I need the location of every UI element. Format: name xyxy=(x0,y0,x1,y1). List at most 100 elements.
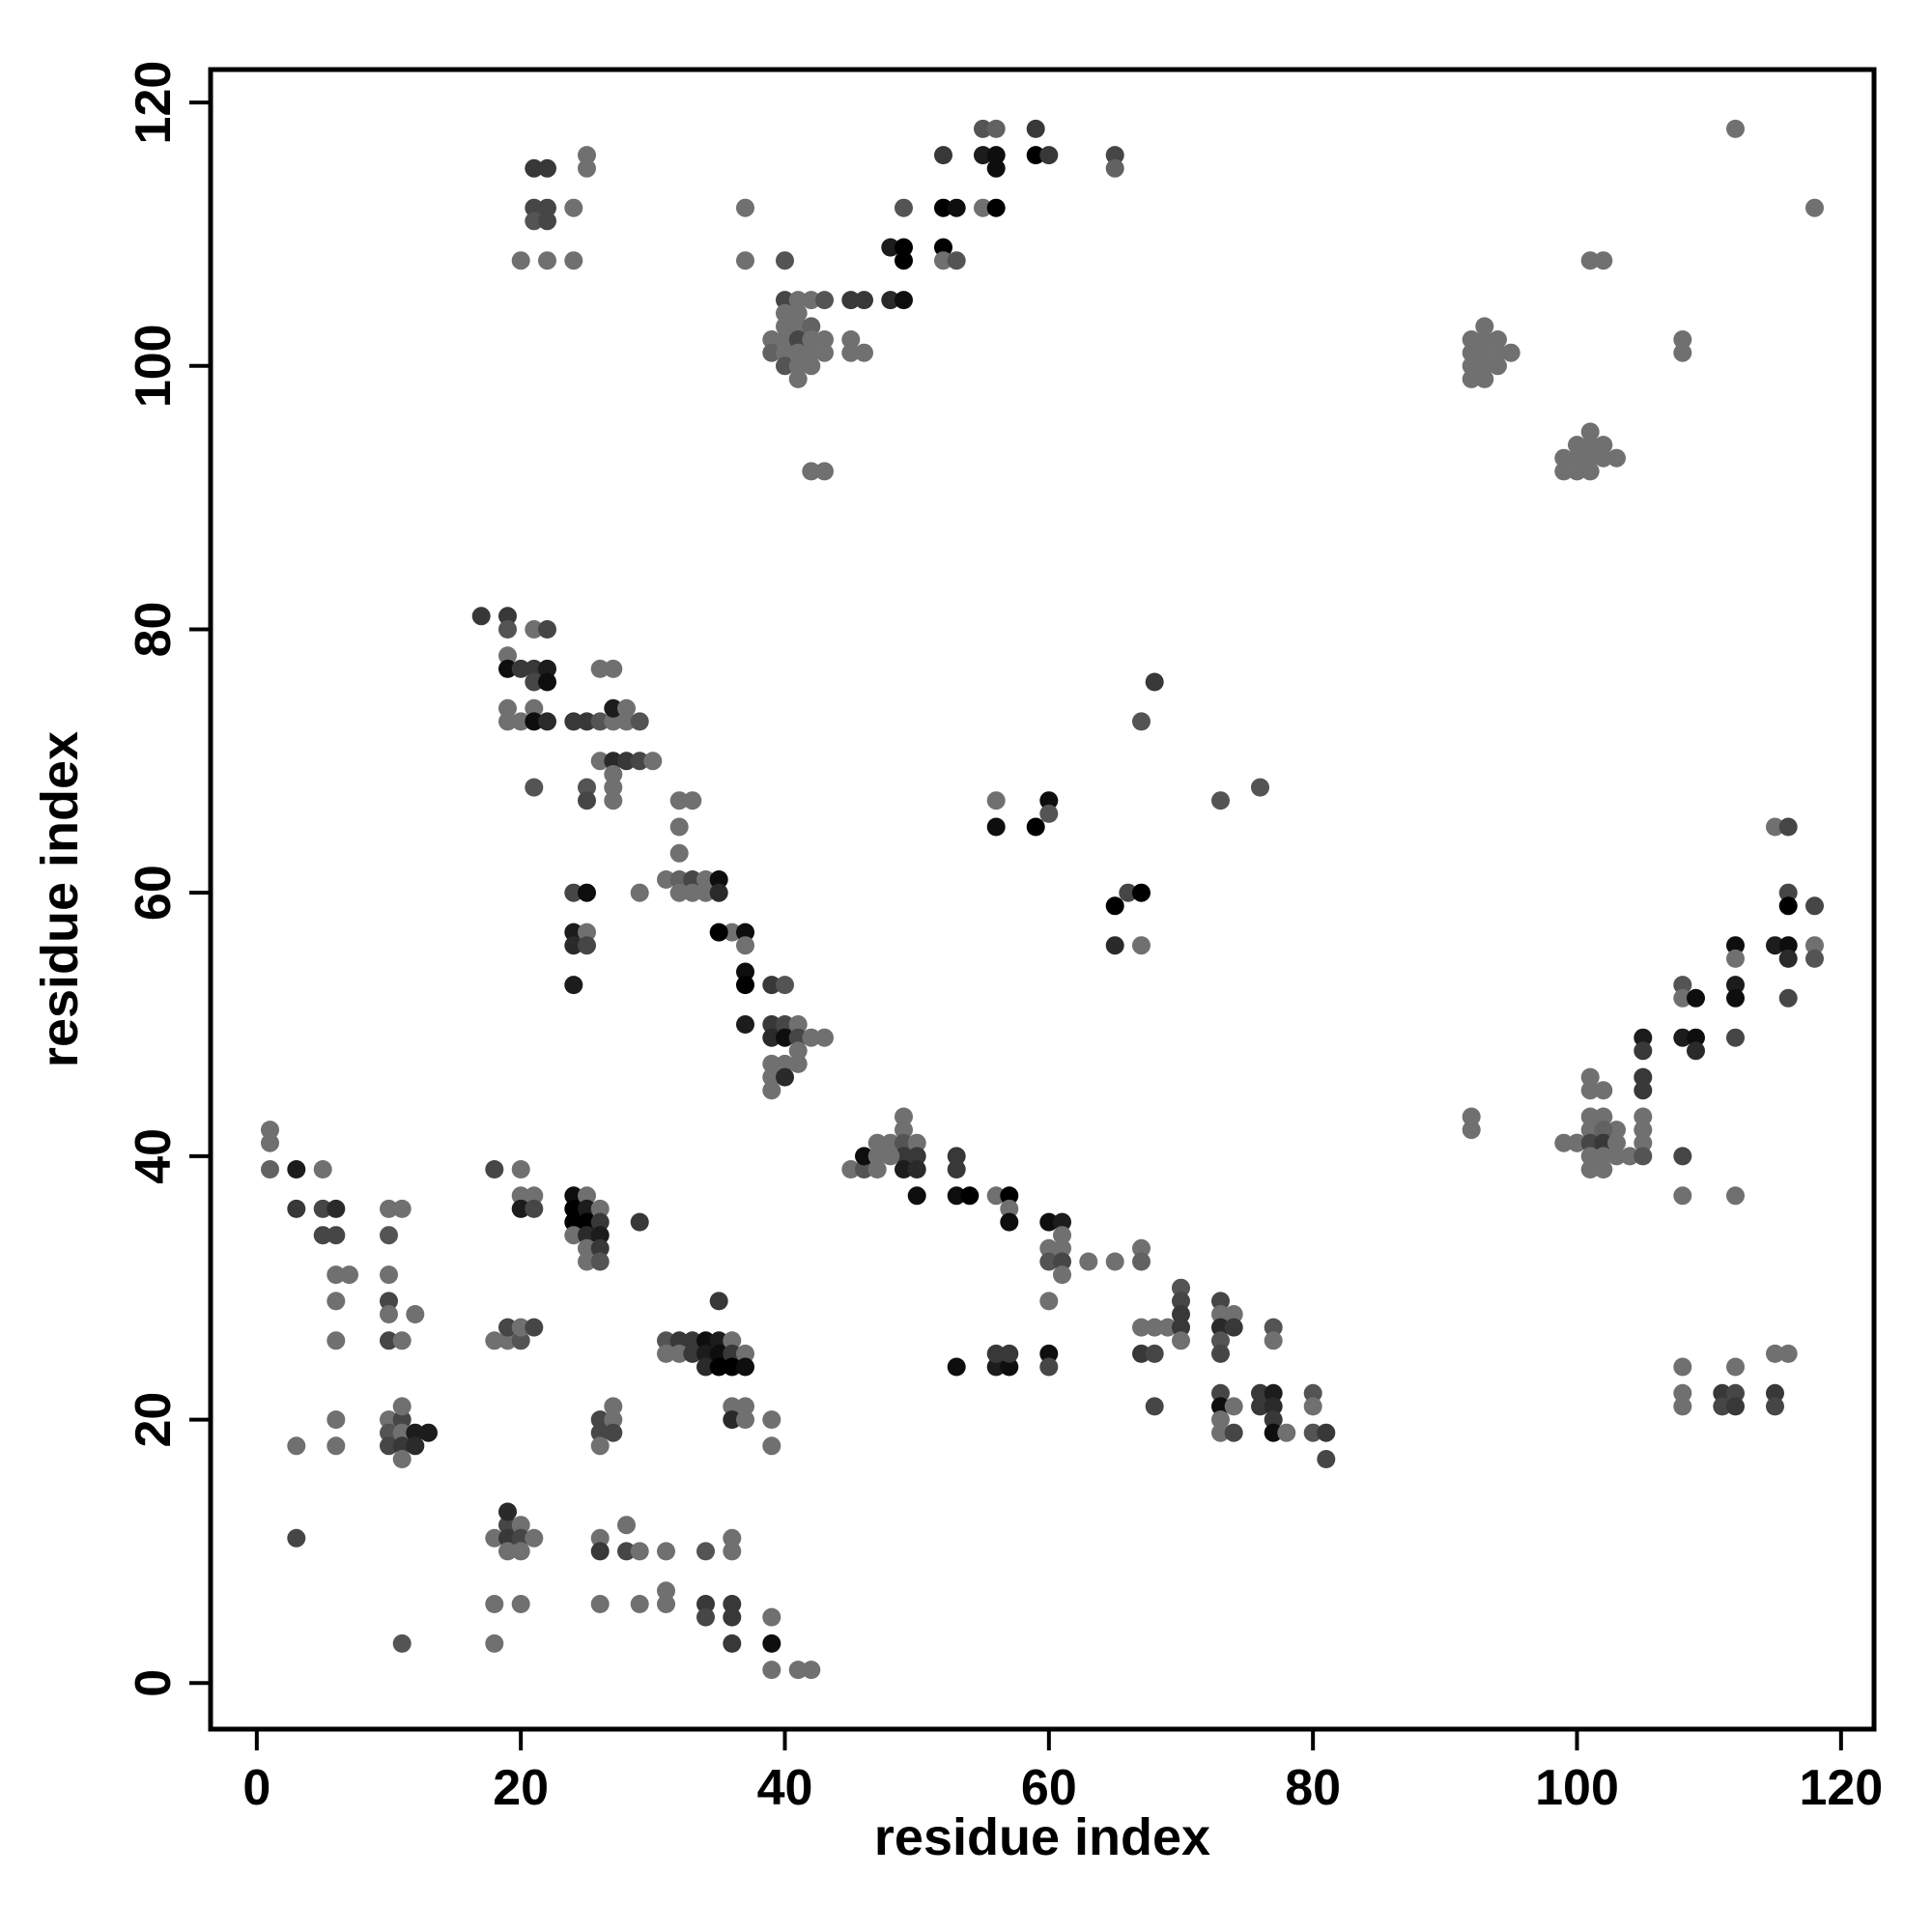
data-point xyxy=(696,1344,715,1363)
data-point xyxy=(1119,883,1138,902)
data-point xyxy=(1475,317,1494,336)
data-point xyxy=(1634,1081,1653,1100)
data-point xyxy=(498,1318,517,1337)
data-point xyxy=(578,923,596,942)
data-point xyxy=(617,698,636,718)
data-point xyxy=(485,1595,504,1613)
data-point xyxy=(669,843,689,863)
data-point xyxy=(657,870,675,889)
data-point xyxy=(261,1133,279,1152)
data-point xyxy=(1687,988,1705,1008)
y-tick-label: 20 xyxy=(126,1392,182,1448)
data-point xyxy=(287,1436,306,1456)
data-point xyxy=(1172,1318,1190,1337)
data-point xyxy=(1634,1067,1653,1087)
data-point xyxy=(776,317,794,336)
data-point xyxy=(392,1450,412,1468)
data-point xyxy=(511,1331,530,1350)
data-point xyxy=(841,291,861,310)
data-point xyxy=(578,1226,596,1245)
data-point xyxy=(762,976,781,995)
data-point xyxy=(604,765,623,783)
data-point xyxy=(564,923,583,942)
x-tick-label: 0 xyxy=(242,1760,270,1816)
data-point xyxy=(762,1634,781,1653)
data-point xyxy=(895,1121,913,1140)
data-point xyxy=(498,698,517,718)
data-point xyxy=(380,1226,398,1245)
data-point xyxy=(736,962,754,981)
data-point xyxy=(590,1238,610,1258)
data-point xyxy=(669,791,689,810)
data-point xyxy=(1673,1028,1692,1047)
data-point xyxy=(617,1516,636,1535)
data-point xyxy=(498,646,517,666)
data-point xyxy=(1462,343,1481,362)
data-point xyxy=(525,198,544,217)
x-axis: 0 20 40 60 80 100 120 xyxy=(242,1729,1883,1816)
data-point xyxy=(1105,1252,1124,1271)
data-point xyxy=(1475,356,1494,376)
data-point xyxy=(696,1357,715,1377)
data-point xyxy=(815,1028,834,1047)
data-point xyxy=(986,119,1006,138)
data-point xyxy=(564,198,583,217)
data-point xyxy=(1673,1383,1692,1403)
data-point xyxy=(867,1133,887,1152)
data-point xyxy=(1726,988,1745,1008)
data-point xyxy=(841,343,861,362)
data-point xyxy=(947,251,966,270)
data-point xyxy=(1580,448,1600,468)
data-point xyxy=(1726,936,1745,955)
data-point xyxy=(380,1423,398,1442)
data-point xyxy=(723,1607,742,1627)
data-point xyxy=(1568,436,1586,455)
data-point xyxy=(1053,1252,1071,1271)
data-point xyxy=(1039,791,1059,810)
data-point xyxy=(1172,1292,1190,1311)
data-point xyxy=(630,712,649,731)
data-point xyxy=(564,1226,583,1245)
data-point xyxy=(1805,896,1824,916)
data-point xyxy=(590,1423,610,1442)
data-point xyxy=(578,1199,596,1218)
x-tick-label: 120 xyxy=(1799,1760,1883,1816)
data-point xyxy=(1726,1186,1745,1206)
data-point xyxy=(525,1199,544,1218)
data-point xyxy=(1489,356,1507,376)
data-point xyxy=(511,712,530,731)
data-point xyxy=(1778,817,1798,837)
y-tick-label: 0 xyxy=(126,1669,182,1697)
data-point xyxy=(974,119,992,138)
data-point xyxy=(1211,1331,1230,1350)
data-point xyxy=(947,1147,966,1166)
data-point xyxy=(1634,1028,1653,1047)
data-point xyxy=(657,1595,675,1613)
data-point xyxy=(788,1015,808,1034)
data-point xyxy=(590,1199,610,1218)
data-point xyxy=(841,330,861,349)
data-point xyxy=(947,1357,966,1377)
data-point xyxy=(511,1528,530,1548)
data-point xyxy=(590,712,610,731)
data-point xyxy=(947,1160,966,1179)
data-point xyxy=(1766,1383,1784,1403)
data-point xyxy=(696,1595,715,1613)
data-point xyxy=(1224,1305,1243,1323)
data-point xyxy=(511,1160,530,1179)
data-point xyxy=(511,1516,530,1535)
data-point xyxy=(788,317,808,336)
data-point xyxy=(934,238,952,257)
data-point xyxy=(1132,1252,1151,1271)
data-point xyxy=(498,1542,517,1561)
data-point xyxy=(855,343,873,362)
data-point xyxy=(604,698,623,718)
data-point xyxy=(1568,1133,1586,1152)
data-point xyxy=(1501,343,1520,362)
data-point xyxy=(327,1292,346,1311)
data-point xyxy=(723,1357,742,1377)
data-point xyxy=(1132,1238,1151,1258)
data-point xyxy=(485,1160,504,1179)
data-point xyxy=(525,659,544,678)
data-point xyxy=(590,1436,610,1456)
